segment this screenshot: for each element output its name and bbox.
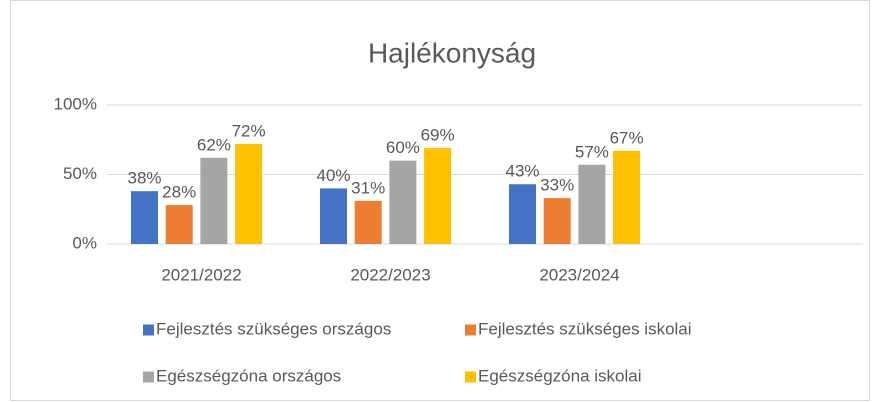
bar (424, 148, 452, 244)
data-label: 43% (505, 162, 539, 181)
data-label: 69% (421, 126, 455, 145)
data-label: 31% (351, 178, 385, 197)
legend-label: Fejlesztés szükséges országos (156, 319, 391, 338)
legend-label: Fejlesztés szükséges iskolai (478, 319, 692, 338)
legend-label: Egészségzóna iskolai (478, 366, 641, 385)
data-label: 40% (316, 166, 350, 185)
data-label: 67% (610, 128, 644, 147)
x-tick-label: 2022/2023 (350, 265, 430, 284)
bar (354, 200, 382, 244)
bar (389, 160, 417, 244)
bar (578, 164, 606, 244)
bar (320, 188, 347, 244)
y-tick-label: 50% (63, 164, 97, 183)
bar (613, 150, 641, 244)
y-tick-label: 0% (72, 233, 97, 252)
bar (509, 184, 536, 244)
data-label: 62% (197, 135, 231, 154)
bar (235, 143, 263, 244)
bar (131, 191, 158, 244)
legend-swatch (465, 324, 476, 336)
bar (543, 198, 571, 244)
data-label: 57% (575, 142, 609, 161)
data-label: 28% (162, 183, 196, 202)
x-tick-label: 2021/2022 (161, 265, 241, 284)
data-label: 60% (386, 138, 420, 157)
legend-swatch (143, 324, 154, 336)
data-label: 38% (127, 169, 161, 188)
y-tick-label: 100% (54, 94, 97, 113)
data-label: 33% (540, 176, 574, 195)
x-tick-label: 2023/2024 (539, 265, 619, 284)
data-label: 72% (232, 121, 266, 140)
legend-swatch (143, 371, 154, 383)
chart-title: Hajlékonyság (368, 37, 536, 68)
legend-label: Egészségzóna országos (156, 366, 341, 385)
bar (165, 205, 193, 244)
legend-swatch (465, 371, 476, 383)
bar (200, 157, 228, 244)
